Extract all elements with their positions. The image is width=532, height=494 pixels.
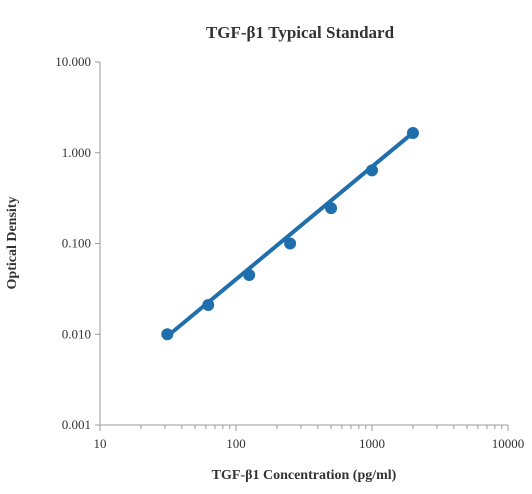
data-points <box>161 127 419 341</box>
data-point <box>161 328 174 341</box>
x-tick-label: 100 <box>226 436 246 451</box>
x-axis-ticks: 10 100 1000 10000 <box>94 425 525 451</box>
x-tick-label: 10 <box>94 436 107 451</box>
y-tick-label: 0.001 <box>62 417 91 432</box>
data-point <box>243 268 256 281</box>
data-point <box>202 299 215 312</box>
data-point <box>284 237 297 250</box>
x-tick-label: 1000 <box>359 436 385 451</box>
x-axis-label: TGF-β1 Concentration (pg/ml) <box>212 468 397 483</box>
x-tick-label: 10000 <box>492 436 525 451</box>
data-point <box>366 164 378 177</box>
data-point <box>325 202 338 215</box>
data-point <box>406 127 419 140</box>
y-axis-ticks: 0.001 0.010 0.100 1.000 10.000 <box>55 54 100 432</box>
y-tick-label: 0.010 <box>62 326 91 341</box>
chart-title: TGF-β1 Typical Standard <box>206 23 395 42</box>
y-axis-label: Optical Density <box>5 197 20 290</box>
y-tick-label: 10.000 <box>55 54 91 69</box>
y-tick-label: 0.100 <box>62 236 91 251</box>
y-tick-label: 1.000 <box>62 145 91 160</box>
